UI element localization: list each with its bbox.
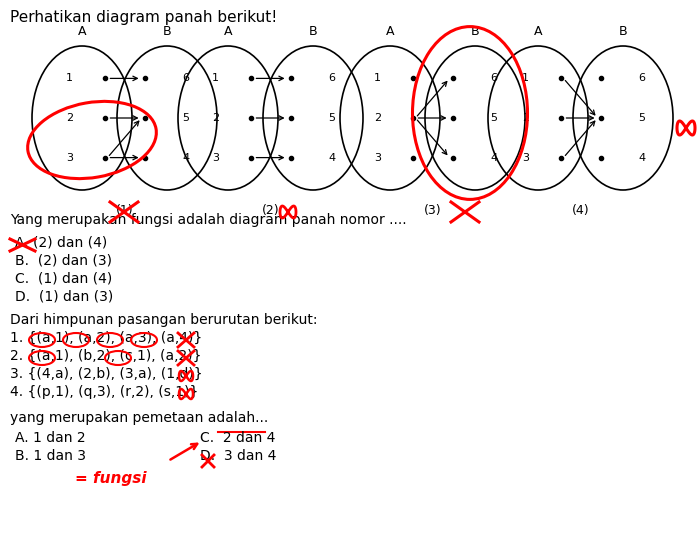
Text: 4: 4 (638, 152, 645, 163)
Text: 4: 4 (182, 152, 189, 163)
Text: 4: 4 (328, 152, 335, 163)
Text: A: A (78, 25, 86, 38)
Text: 5: 5 (638, 113, 645, 123)
Text: 1: 1 (212, 73, 219, 83)
Text: B. 1 dan 3: B. 1 dan 3 (15, 449, 86, 463)
Text: Yang merupakan fungsi adalah diagram panah nomor ....: Yang merupakan fungsi adalah diagram pan… (10, 213, 407, 227)
Text: A. 1 dan 2: A. 1 dan 2 (15, 431, 85, 445)
Text: 3: 3 (374, 152, 381, 163)
Text: 5: 5 (490, 113, 497, 123)
Text: 3. {(4,a), (2,b), (3,a), (1,d)}: 3. {(4,a), (2,b), (3,a), (1,d)} (10, 367, 202, 381)
Text: 2: 2 (212, 113, 219, 123)
Text: = fungsi: = fungsi (75, 471, 146, 486)
Text: 2: 2 (374, 113, 381, 123)
Text: 1: 1 (522, 73, 529, 83)
Text: 4. {(p,1), (q,3), (r,2), (s,1)}: 4. {(p,1), (q,3), (r,2), (s,1)} (10, 385, 198, 399)
Text: 4: 4 (490, 152, 497, 163)
Text: B: B (470, 25, 480, 38)
Text: 1: 1 (66, 73, 73, 83)
Text: B: B (619, 25, 627, 38)
Text: B: B (162, 25, 172, 38)
Text: 1. {(a,1), (a,2), (a,3), (a,4)}: 1. {(a,1), (a,2), (a,3), (a,4)} (10, 331, 202, 345)
Text: (1): (1) (116, 204, 133, 217)
Text: yang merupakan pemetaan adalah...: yang merupakan pemetaan adalah... (10, 411, 268, 425)
Text: 1: 1 (374, 73, 381, 83)
Text: 3: 3 (66, 152, 73, 163)
Text: D.  3 dan 4: D. 3 dan 4 (200, 449, 276, 463)
Text: Perhatikan diagram panah berikut!: Perhatikan diagram panah berikut! (10, 10, 277, 25)
Text: A: A (224, 25, 232, 38)
Text: 5: 5 (328, 113, 335, 123)
Text: A. (2) dan (4): A. (2) dan (4) (15, 235, 107, 249)
Text: B: B (309, 25, 317, 38)
Text: C.  2 dan 4: C. 2 dan 4 (200, 431, 275, 445)
Text: C.  (1) dan (4): C. (1) dan (4) (15, 271, 112, 285)
Text: 6: 6 (490, 73, 497, 83)
Text: A: A (533, 25, 542, 38)
Text: 3: 3 (212, 152, 219, 163)
Text: 6: 6 (182, 73, 189, 83)
Text: Dari himpunan pasangan berurutan berikut:: Dari himpunan pasangan berurutan berikut… (10, 313, 318, 327)
Text: 3: 3 (522, 152, 529, 163)
Text: 2: 2 (66, 113, 73, 123)
Text: 5: 5 (182, 113, 189, 123)
Text: (2): (2) (262, 204, 279, 217)
Text: 2. {(a,1), (b,2), (c,1), (a,2)}: 2. {(a,1), (b,2), (c,1), (a,2)} (10, 349, 202, 363)
Text: 6: 6 (328, 73, 335, 83)
Text: A: A (386, 25, 394, 38)
Text: D.  (1) dan (3): D. (1) dan (3) (15, 289, 113, 303)
Text: (4): (4) (572, 204, 589, 217)
Text: 6: 6 (638, 73, 645, 83)
Text: 2: 2 (522, 113, 529, 123)
Text: B.  (2) dan (3): B. (2) dan (3) (15, 253, 112, 267)
Text: (3): (3) (424, 204, 441, 217)
